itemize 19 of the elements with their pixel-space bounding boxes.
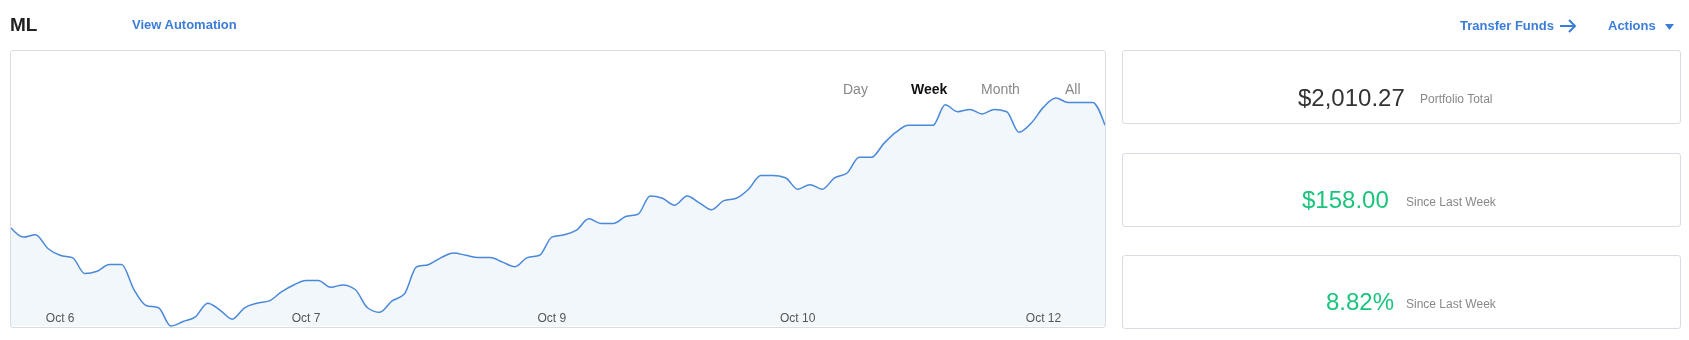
text: Actions [1608, 18, 1656, 33]
x-tick-label: Oct 12 [1025, 311, 1062, 325]
text: $2,010.27 [1298, 84, 1405, 112]
text: All [1065, 81, 1081, 97]
text: Day [843, 81, 868, 97]
text: Since Last Week [1406, 195, 1496, 209]
text: View Automation [132, 17, 237, 32]
text: $158.00 [1302, 186, 1389, 214]
text: Portfolio Total [1420, 92, 1493, 106]
x-tick-label: Oct 10 [780, 311, 816, 325]
text: Transfer Funds [1460, 18, 1554, 33]
x-tick-label: Oct 7 [291, 311, 321, 325]
text: Week [911, 81, 948, 97]
text: 8.82% [1326, 288, 1395, 316]
x-tick-label: Oct 9 [537, 311, 567, 325]
text: Since Last Week [1406, 297, 1496, 311]
x-tick-label: Oct 6 [45, 311, 75, 325]
chart-title: ML [10, 14, 38, 36]
text: Month [981, 81, 1020, 97]
